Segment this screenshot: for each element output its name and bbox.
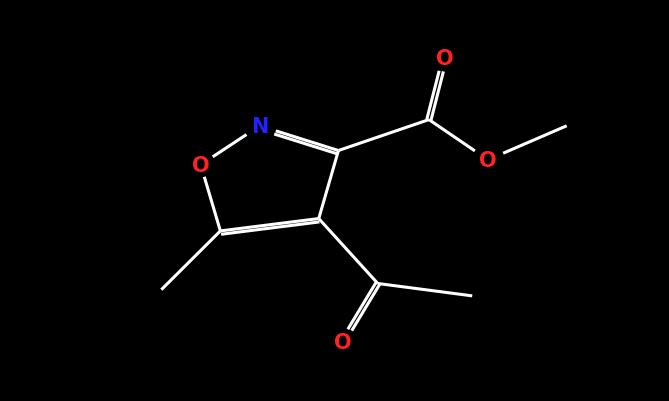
Text: O: O xyxy=(192,155,209,175)
Text: O: O xyxy=(436,49,454,69)
Text: O: O xyxy=(334,332,351,352)
Text: O: O xyxy=(479,150,497,170)
Text: N: N xyxy=(251,117,268,136)
